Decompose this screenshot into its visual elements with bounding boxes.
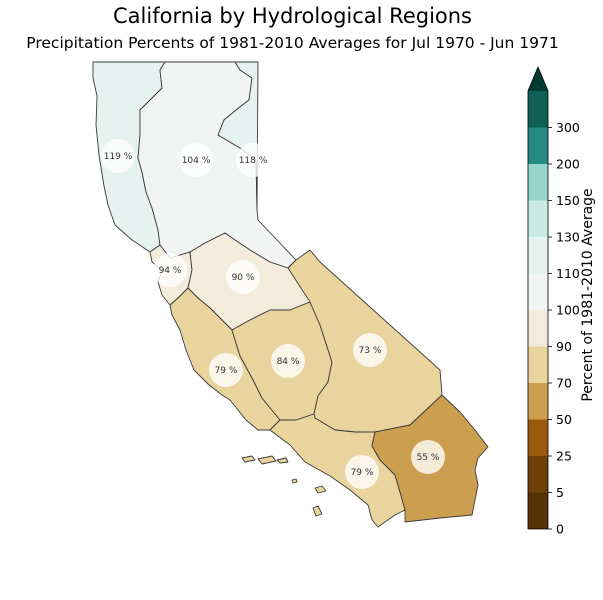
region-percent-badge: 90 % — [226, 260, 260, 294]
colorbar-tick-label: 100 — [556, 303, 580, 318]
badge-circle — [179, 143, 213, 177]
badge-circle — [101, 139, 135, 173]
region-percent-label: 90 % — [232, 273, 255, 283]
colorbar-segment — [528, 237, 548, 274]
colorbar-tick-label: 130 — [556, 230, 580, 245]
colorbar-extend-arrow — [528, 67, 548, 91]
region-percent-label: 104 % — [182, 156, 211, 166]
colorbar-segment — [528, 273, 548, 310]
badge-circle — [345, 455, 379, 489]
colorbar-tick-label: 50 — [556, 412, 572, 427]
colorbar-segment — [528, 127, 548, 164]
region-percent-label: 55 % — [417, 453, 440, 463]
island — [276, 457, 289, 464]
region-percent-badge: 73 % — [353, 333, 387, 367]
region-percent-label: 73 % — [359, 346, 382, 356]
map-subtitle: Precipitation Percents of 1981-2010 Aver… — [26, 34, 559, 52]
region-percent-badge: 55 % — [411, 440, 445, 474]
colorbar-tick-label: 25 — [556, 449, 572, 464]
colorbar-segment — [528, 200, 548, 237]
region-percent-label: 119 % — [104, 152, 133, 162]
colorbar-tick-label: 0 — [556, 522, 564, 537]
colorbar-label: Percent of 1981-2010 Average — [580, 188, 596, 401]
colorbar-segment — [528, 383, 548, 420]
colorbar-segment — [528, 164, 548, 201]
map-title: California by Hydrological Regions — [113, 4, 472, 28]
colorbar-tick-label: 5 — [556, 485, 564, 500]
region-percent-badge: 119 % — [101, 139, 135, 173]
badge-circle — [236, 143, 270, 177]
badge-circle — [153, 253, 187, 287]
region-percent-label: 94 % — [159, 266, 182, 276]
region-percent-label: 118 % — [239, 156, 268, 166]
region-percent-label: 79 % — [351, 468, 374, 478]
island — [241, 455, 256, 463]
island — [291, 478, 298, 484]
region-percent-badge: 79 % — [345, 455, 379, 489]
badge-circle — [411, 440, 445, 474]
colorbar-tick-label: 150 — [556, 193, 580, 208]
region-north-lahontan — [217, 61, 259, 211]
badge-circle — [353, 333, 387, 367]
colorbar-outline — [527, 65, 549, 530]
region-percent-label: 79 % — [215, 366, 238, 376]
colorbar-tick-label: 70 — [556, 376, 572, 391]
island — [257, 455, 277, 465]
island — [312, 505, 323, 517]
colorbar-segment — [528, 419, 548, 456]
island — [314, 485, 327, 494]
region-percent-badge: 79 % — [209, 353, 243, 387]
region-percent-badge: 118 % — [236, 143, 270, 177]
colorbar-segment — [528, 456, 548, 493]
region-percent-label: 84 % — [277, 357, 300, 367]
colorbar-tick-label: 110 — [556, 266, 580, 281]
badge-circle — [271, 344, 305, 378]
colorbar-tick-label: 200 — [556, 157, 580, 172]
badge-circle — [226, 260, 260, 294]
colorbar-tick-label: 90 — [556, 339, 572, 354]
badge-circle — [209, 353, 243, 387]
region-labels: 119 % 104 % 118 % 94 % 90 % 79 % 84 % 73 % 79 % 5… — [101, 139, 445, 489]
region-percent-badge: 94 % — [153, 253, 187, 287]
colorbar: 0 5 25 50 70 90 100 110 130 150 200 300 Percent of 1… — [527, 65, 596, 537]
colorbar-tick-label: 300 — [556, 120, 580, 135]
colorbar-segment — [528, 492, 548, 529]
channel-islands — [241, 455, 327, 517]
region-percent-badge: 104 % — [179, 143, 213, 177]
region-percent-badge: 84 % — [271, 344, 305, 378]
colorbar-segment — [528, 310, 548, 347]
colorbar-segment — [528, 346, 548, 383]
colorbar-segment — [528, 91, 548, 128]
